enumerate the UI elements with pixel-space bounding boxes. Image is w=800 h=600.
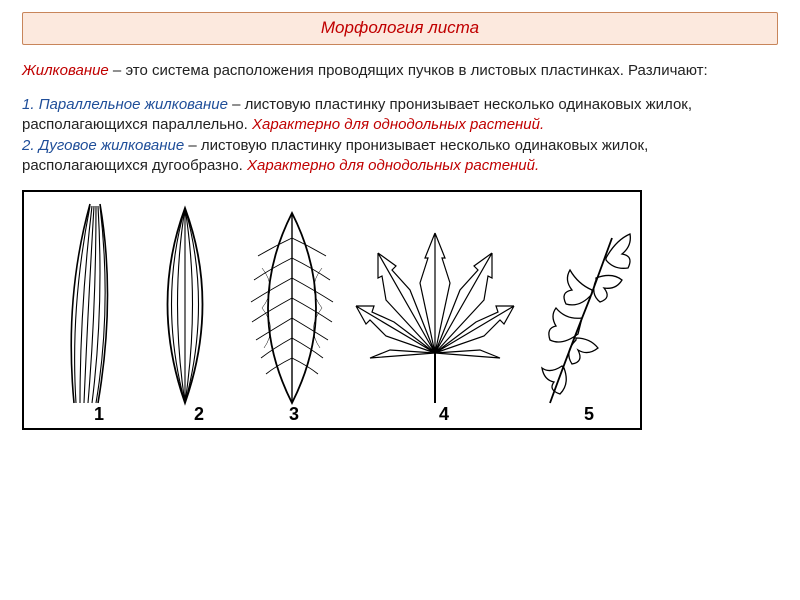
page: Морфология листа Жилкование – это систем…: [0, 0, 800, 430]
page-title: Морфология листа: [321, 18, 479, 37]
item1-term: Параллельное жилкование: [39, 96, 228, 113]
figure-number-1: 1: [94, 402, 104, 426]
figure-number-3: 3: [289, 402, 299, 426]
item-2: 2. Дуговое жилкование – листовую пластин…: [22, 136, 778, 177]
item1-tail: Характерно для однодольных растений.: [252, 116, 544, 133]
item1-number: 1.: [22, 96, 39, 113]
item2-tail: Характерно для однодольных растений.: [247, 157, 539, 174]
intro-term: Жилкование: [22, 62, 109, 79]
leaf-illustration-svg: [30, 198, 634, 408]
figure-number-2: 2: [194, 402, 204, 426]
figure-number-4: 4: [439, 402, 449, 426]
intro-rest: – это система расположения проводящих пу…: [109, 62, 708, 79]
title-box: Морфология листа: [22, 12, 778, 45]
item1-dash: –: [228, 96, 245, 113]
item2-number: 2.: [22, 137, 39, 154]
item2-dash: –: [184, 137, 201, 154]
intro-paragraph: Жилкование – это система расположения пр…: [22, 61, 778, 81]
item-1: 1. Параллельное жилкование – листовую пл…: [22, 95, 778, 136]
leaf-parallel-icon: [71, 204, 107, 403]
leaf-pinnate-icon: [542, 234, 630, 403]
leaf-arcuate-icon: [168, 208, 203, 403]
leaf-venation-figure: 1 2 3 4 5: [22, 190, 642, 430]
leaf-palmate-icon: [356, 233, 514, 403]
leaf-reticulate-icon: [251, 213, 333, 403]
item2-term: Дуговое жилкование: [39, 137, 184, 154]
figure-number-5: 5: [584, 402, 594, 426]
